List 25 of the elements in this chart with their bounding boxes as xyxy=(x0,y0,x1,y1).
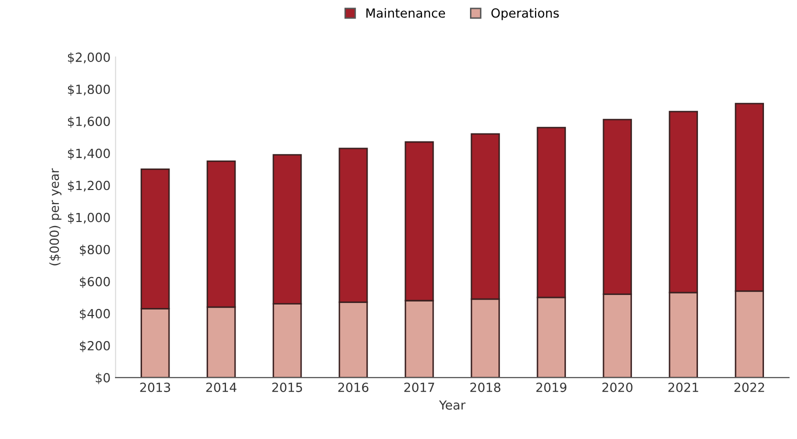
x-tick-label: 2018 xyxy=(470,382,500,392)
x-tick-label: 2017 xyxy=(404,382,434,392)
y-tick-label: $600 xyxy=(80,276,110,288)
x-tick-label: 2013 xyxy=(140,382,170,392)
x-tick-label: 2021 xyxy=(668,382,698,392)
y-tick-label: $1,600 xyxy=(68,116,110,128)
x-tick-label: 2014 xyxy=(206,382,236,392)
y-tick-label: $2,000 xyxy=(68,52,110,64)
y-tick-label: $200 xyxy=(80,340,110,352)
legend-label: Operations xyxy=(491,8,559,20)
y-tick-label: $400 xyxy=(80,308,110,320)
x-tick-label: 2019 xyxy=(536,382,566,392)
y-tick-label: $1,400 xyxy=(68,148,110,160)
y-axis-title: ($000) per year xyxy=(49,168,62,266)
x-tick-label: 2020 xyxy=(602,382,632,392)
legend-label: Maintenance xyxy=(366,8,446,18)
x-tick-label: 2015 xyxy=(272,382,302,392)
x-tick-label: 2016 xyxy=(338,382,368,392)
x-axis-title: Year xyxy=(439,400,466,410)
y-tick-label: $1,000 xyxy=(68,212,110,224)
x-tick-label: 2022 xyxy=(734,382,764,392)
y-tick-label: $1,200 xyxy=(68,180,110,192)
y-tick-label: $0 xyxy=(96,372,110,384)
y-tick-label: $800 xyxy=(80,244,110,256)
y-tick-label: $1,800 xyxy=(68,84,110,96)
